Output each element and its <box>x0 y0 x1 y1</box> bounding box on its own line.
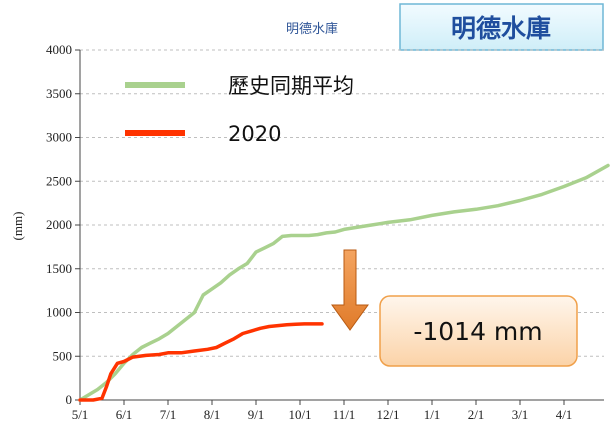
series-line-historical-average <box>78 163 610 402</box>
series-line-year-2020 <box>78 322 324 402</box>
y-tick-label: 0 <box>66 392 73 407</box>
x-tick-label: 7/1 <box>160 407 177 422</box>
legend-label: 2020 <box>228 122 281 146</box>
x-tick-label: 6/1 <box>116 407 133 422</box>
x-tick-label: 11/1 <box>333 407 356 422</box>
y-tick-label: 3000 <box>46 130 72 145</box>
y-tick-label: 2500 <box>46 173 72 188</box>
x-tick-label: 2/1 <box>468 407 485 422</box>
series-lines <box>78 163 610 402</box>
difference-label: -1014 mm <box>413 317 542 346</box>
x-tick-label: 12/1 <box>376 407 399 422</box>
badge-title: 明德水庫 <box>451 14 551 43</box>
y-tick-label: 1000 <box>46 305 72 320</box>
x-tick-label: 9/1 <box>248 407 265 422</box>
reservoir-badge: 明德水庫 <box>399 3 604 51</box>
x-tick-label: 8/1 <box>204 407 221 422</box>
difference-box: -1014 mm <box>379 295 578 367</box>
legend: 歷史同期平均 2020 <box>125 74 354 146</box>
y-tick-label: 2000 <box>46 217 72 232</box>
y-tick-label: 500 <box>53 348 73 363</box>
chart-title: 明德水庫 <box>286 22 338 37</box>
y-axis-label: (mm) <box>10 212 25 241</box>
x-tick-label: 3/1 <box>512 407 529 422</box>
y-tick-label: 3500 <box>46 86 72 101</box>
x-tick-label: 5/1 <box>72 407 89 422</box>
legend-label: 歷史同期平均 <box>228 74 354 98</box>
x-tick-label: 10/1 <box>288 407 311 422</box>
y-tick-label: 4000 <box>46 42 72 57</box>
difference-arrow <box>331 249 369 331</box>
x-tick-label: 4/1 <box>556 407 573 422</box>
axes: 0 500 1000 1500 2000 2500 3000 3500 4000 5/1 6/1 7/… <box>46 42 604 422</box>
x-tick-label: 1/1 <box>424 407 441 422</box>
y-tick-label: 1500 <box>46 261 72 276</box>
